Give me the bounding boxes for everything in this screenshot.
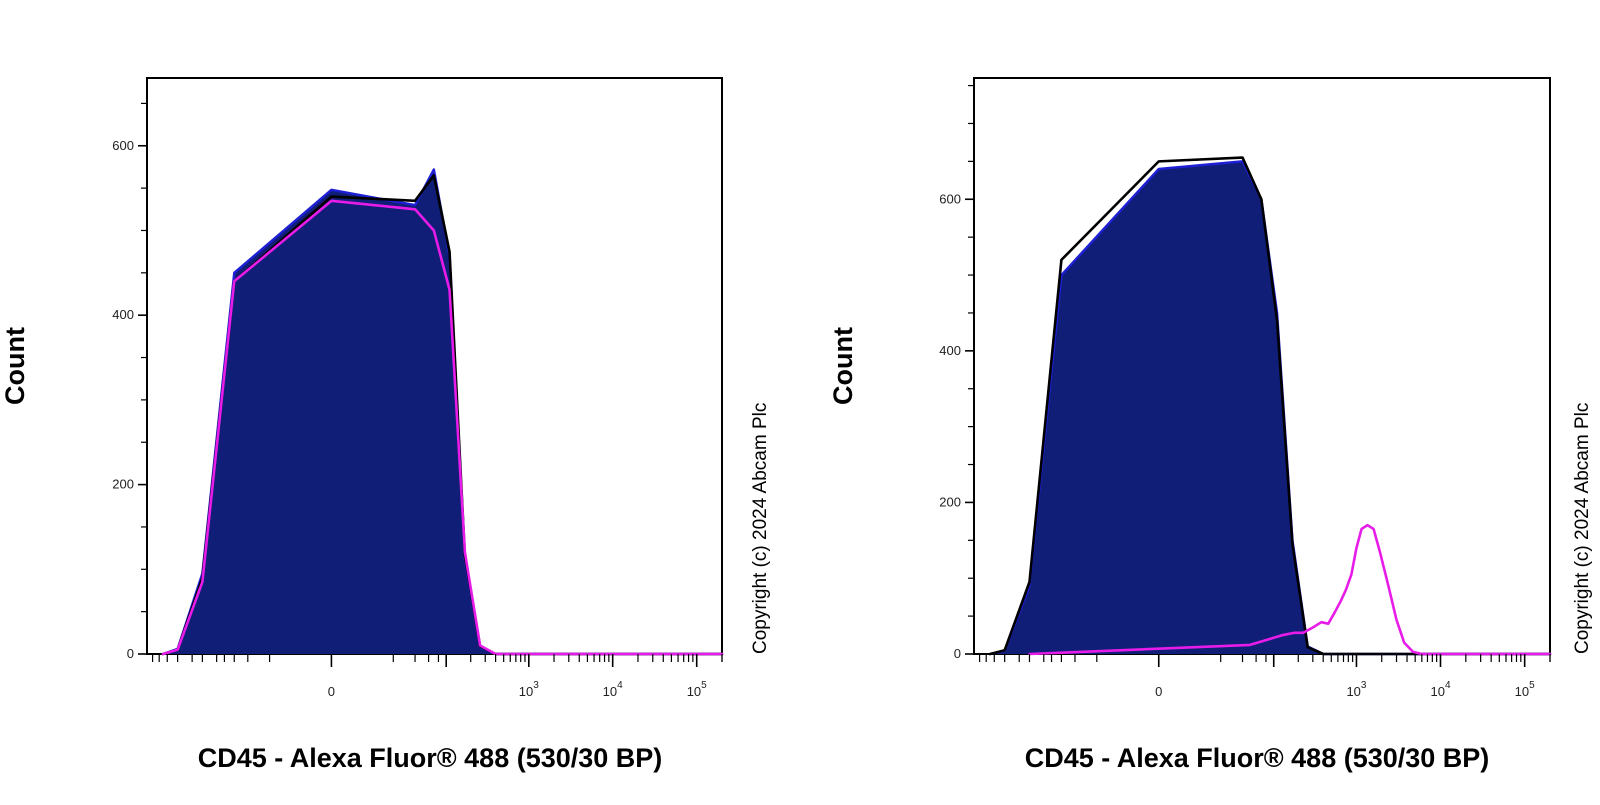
x-tick-label: 105 <box>687 680 707 699</box>
x-tick-label-base: 10 <box>1515 684 1529 699</box>
series-line-2 <box>161 199 724 656</box>
x-tick-label-base: 10 <box>519 684 533 699</box>
series-line-1 <box>988 156 1552 656</box>
copyright-text: Copyright (c) 2024 Abcam Plc <box>750 403 771 654</box>
y-tick-label: 600 <box>939 191 961 206</box>
series-fill-0 <box>163 169 722 655</box>
x-tick-label-exponent: 5 <box>701 680 707 691</box>
x-tick-label-base: 10 <box>687 684 701 699</box>
x-tick-label-base: 10 <box>1346 684 1360 699</box>
x-axis-title: CD45 - Alexa Fluor® 488 (530/30 BP) <box>1025 743 1490 773</box>
x-tick-label-exponent: 5 <box>1529 680 1535 691</box>
copyright-text: Copyright (c) 2024 Abcam Plc <box>1572 403 1593 654</box>
x-tick-label: 0 <box>1155 684 1162 699</box>
y-tick-label: 400 <box>939 343 961 358</box>
y-tick-label: 0 <box>954 646 961 661</box>
x-axis-title: CD45 - Alexa Fluor® 488 (530/30 BP) <box>198 743 663 773</box>
x-tick-label: 103 <box>1346 680 1366 699</box>
x-tick-label-exponent: 3 <box>533 680 539 691</box>
x-tick-label-base: 10 <box>1430 684 1444 699</box>
x-tick-label-exponent: 4 <box>1445 680 1451 691</box>
x-tick-label: 103 <box>519 680 539 699</box>
y-tick-label: 400 <box>112 307 134 322</box>
x-tick-label: 0 <box>328 684 335 699</box>
x-tick-label-exponent: 4 <box>617 680 623 691</box>
y-tick-label: 0 <box>127 646 134 661</box>
y-tick-label: 200 <box>112 477 134 492</box>
series-line-2 <box>1028 523 1552 656</box>
x-tick-label: 105 <box>1515 680 1535 699</box>
y-tick-label: 200 <box>939 494 961 509</box>
x-tick-label-exponent: 3 <box>1361 680 1367 691</box>
x-tick-label-base: 10 <box>603 684 617 699</box>
x-tick-label: 104 <box>1430 680 1450 699</box>
x-tick-label: 104 <box>603 680 623 699</box>
y-tick-label: 600 <box>112 138 134 153</box>
y-axis-title: Count <box>828 327 858 405</box>
series-fill-0 <box>990 161 1550 654</box>
y-axis-title: Count <box>0 327 30 405</box>
